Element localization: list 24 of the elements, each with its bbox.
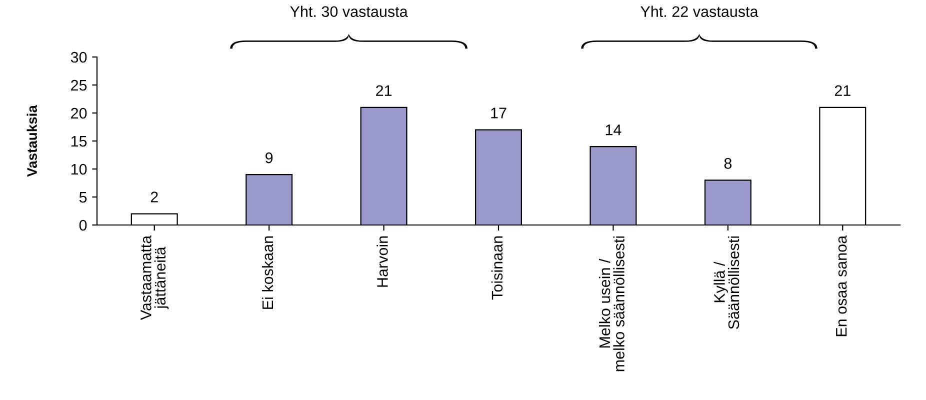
data-label: 8 [724, 158, 732, 169]
data-label: 2 [150, 192, 158, 202]
y-axis-title: Vastauksia [26, 105, 37, 177]
y-tick-label: 25 [71, 80, 87, 91]
x-tick-label: Melko usein / melko säännöllisesti [598, 236, 624, 372]
x-tick-label: En osaa sanoa [836, 235, 847, 336]
text: Yht. 30 vastausta [290, 6, 408, 18]
text: Yht. 22 vastausta [640, 6, 758, 18]
data-label: 21 [376, 85, 392, 96]
data-label: 21 [834, 85, 850, 96]
x-tick-label: Vastaamatta jättäneitä [140, 235, 169, 320]
y-tick-label: 10 [71, 164, 87, 175]
y-tick-label: 30 [70, 52, 87, 63]
x-tick-label: Kyllä / Säännöllisesti [714, 236, 740, 329]
x-tick-label: Harvoin [376, 236, 388, 287]
y-tick-label: 20 [71, 108, 87, 119]
x-tick-label: Ei koskaan [262, 236, 274, 309]
y-tick-label: 15 [71, 136, 87, 147]
y-tick-label: 0 [79, 220, 87, 231]
data-label: 14 [606, 124, 622, 136]
data-label: 17 [491, 108, 506, 118]
x-tick-label: Toisinaan [491, 236, 503, 300]
y-tick-label: 5 [79, 192, 87, 203]
data-label: 9 [266, 152, 273, 164]
